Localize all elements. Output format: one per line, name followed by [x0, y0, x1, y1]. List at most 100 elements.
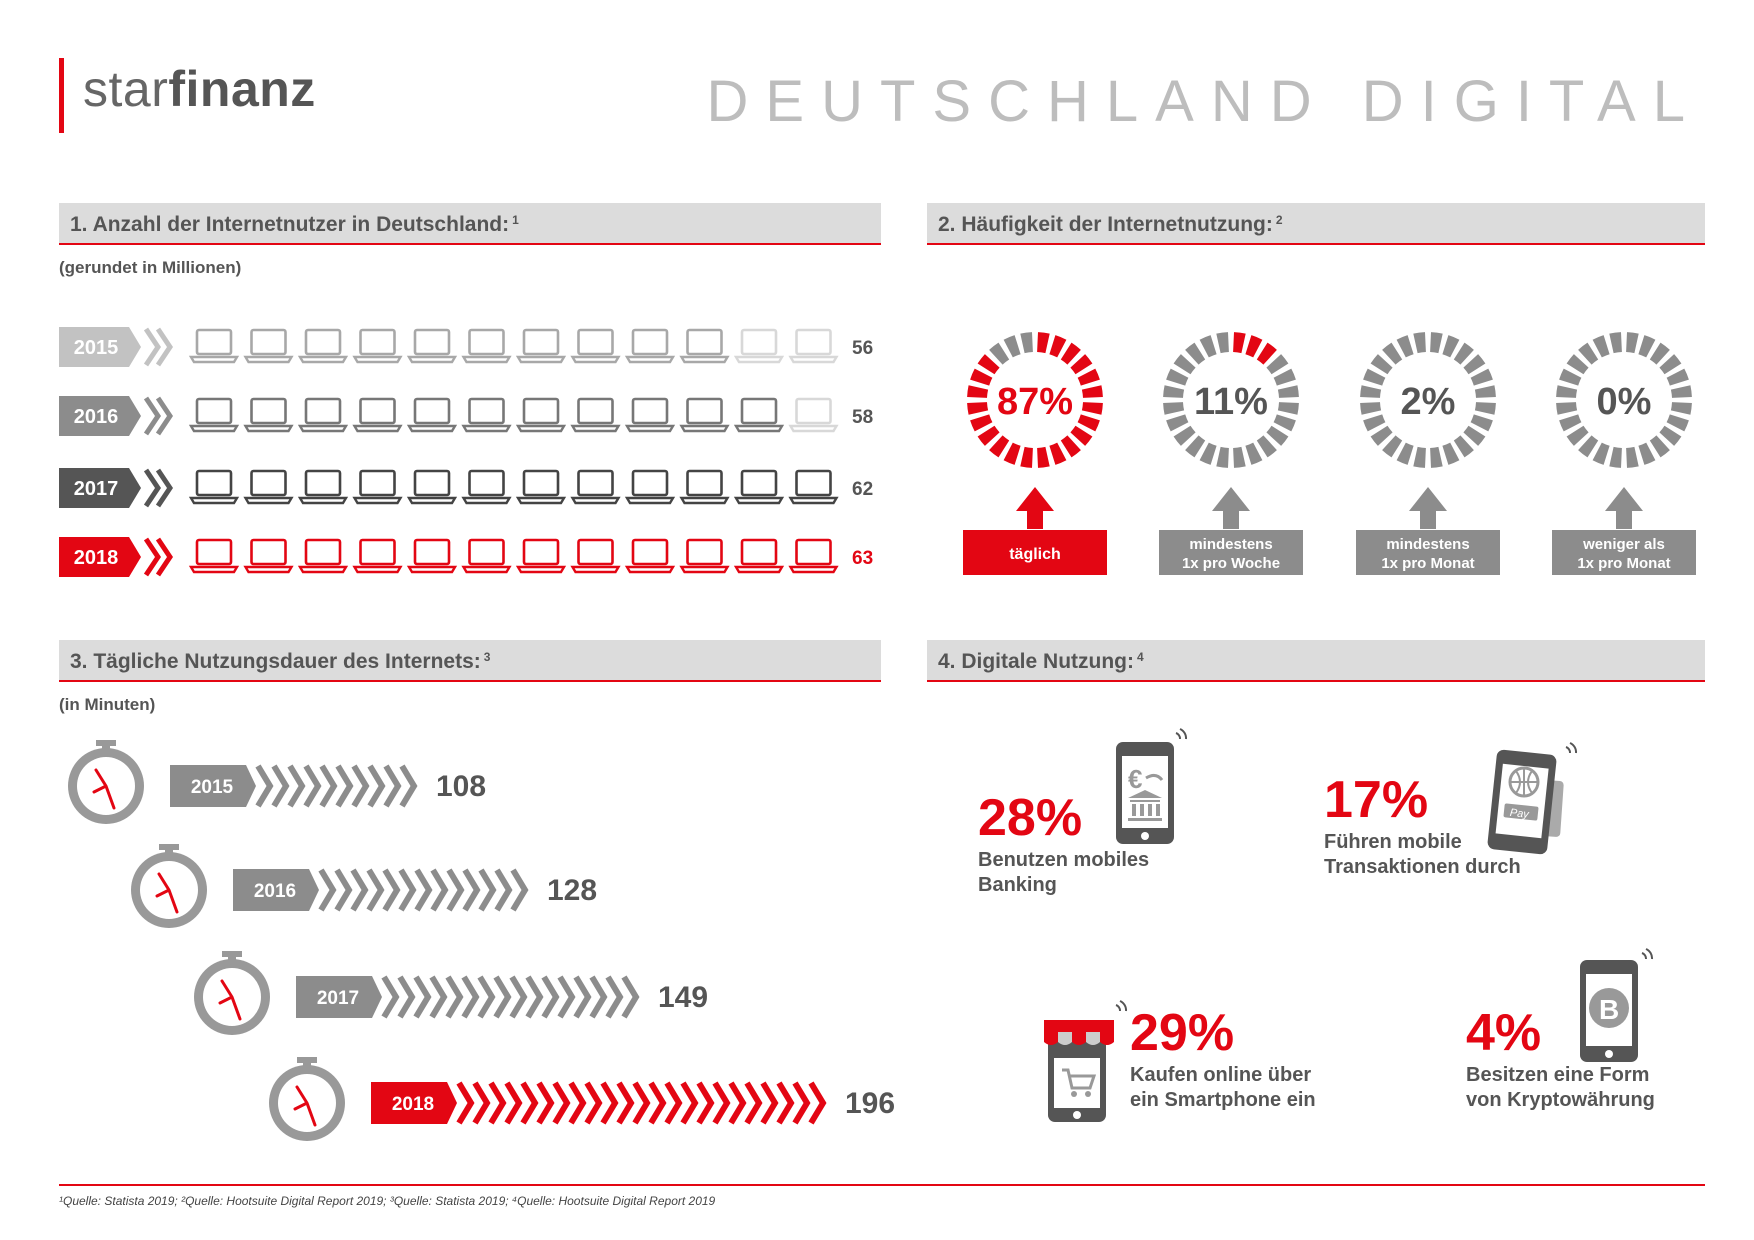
chevron-icon: [456, 1081, 475, 1125]
year-tag: [170, 765, 256, 807]
frequency-label-box: [1552, 530, 1696, 575]
logo: starfinanz: [83, 61, 316, 117]
mobile-banking-icon: €: [1116, 728, 1188, 844]
ring-segment: [1037, 446, 1050, 468]
chevron-icon: [413, 975, 432, 1019]
ring-segment: [1363, 414, 1386, 432]
chevron-icon: [350, 868, 369, 912]
laptop-icon: [679, 538, 730, 574]
ring-segment: [1638, 335, 1656, 358]
frequency-label: mindestens: [1386, 536, 1469, 553]
ring-segment: [970, 368, 993, 386]
chevron-icon: [509, 975, 528, 1019]
chevron-icon: [143, 537, 162, 577]
svg-text:€: €: [1128, 764, 1142, 794]
laptop-icon: [243, 469, 294, 505]
ring-segment: [1077, 414, 1100, 432]
ring-segment: [1453, 342, 1474, 365]
laptop-icon: [570, 397, 621, 433]
ring-segment: [1020, 446, 1033, 468]
frequency-label: 1x pro Woche: [1182, 555, 1280, 572]
stat-mobile-transactions: 17% Führen mobile Transaktionen durch: [1324, 770, 1521, 880]
laptop-icon: [515, 328, 567, 364]
chevron-icon: [462, 868, 481, 912]
ring-segment: [1060, 435, 1081, 458]
section4-header: 4. Digitale Nutzung: 4: [927, 640, 1705, 682]
ring-segment: [1173, 425, 1196, 446]
ring-segment: [1670, 385, 1692, 398]
internet-users-chart: 2015 56 2016 58 2017 62 2018 63: [59, 327, 873, 577]
svg-text:B: B: [1599, 994, 1619, 1025]
ring-segment: [1360, 385, 1382, 398]
stat-crypto: 4% Besitzen eine Form von Kryptowährung: [1466, 1003, 1655, 1113]
laptop-icon: [243, 397, 294, 433]
ring-segment: [1396, 335, 1414, 358]
ring-segment: [1245, 442, 1263, 465]
ring-segment: [1578, 435, 1599, 458]
frequency-label-box: [1159, 530, 1303, 575]
section1-title: 1. Anzahl der Internetnutzer in Deutschl…: [70, 213, 519, 236]
laptop-icon: [297, 469, 349, 505]
laptop-icon: [624, 328, 676, 364]
ring-segment: [989, 435, 1010, 458]
laptop-icon: [188, 328, 240, 364]
arrow-up-icon: [1212, 487, 1250, 529]
duration-row-2018: 2018 196: [269, 1057, 895, 1141]
laptop-icon: [788, 469, 839, 505]
chevron-icon: [744, 1081, 763, 1125]
ring-segment: [1370, 425, 1393, 446]
laptop-icon: [352, 538, 403, 574]
year-tag: [59, 468, 141, 508]
ring-segment: [1216, 446, 1229, 468]
ring-segment: [1666, 368, 1689, 386]
duration-row-2017: 2017 149: [194, 951, 708, 1035]
ring-segment: [1277, 402, 1299, 415]
frequency-label: mindestens: [1189, 536, 1272, 553]
chevron-icon: [445, 975, 464, 1019]
laptop-icon: [515, 397, 567, 433]
laptop-icon: [352, 397, 403, 433]
chevron-icon: [605, 975, 624, 1019]
frequency-label-box: [963, 530, 1107, 575]
ring-segment: [1216, 332, 1229, 354]
chevron-icon: [271, 764, 290, 808]
ring-segment: [977, 425, 1000, 446]
laptop-icon: [733, 469, 785, 505]
ring-segment: [1037, 332, 1050, 354]
laptop-icon: [297, 538, 349, 574]
chevron-icon: [335, 764, 354, 808]
stat-label: Führen mobile Transaktionen durch: [1324, 831, 1521, 878]
ring-segment: [1163, 385, 1185, 398]
laptop-icon: [297, 397, 349, 433]
ring-segment: [1609, 332, 1622, 354]
footer-divider: [59, 1184, 1705, 1186]
usage-frequency-chart: 87% täglich 11% mindestens 1x pro Woche 2% min…: [963, 332, 1696, 575]
chevron-icon: [520, 1081, 539, 1125]
ring-segment: [1413, 332, 1426, 354]
ring-segment: [1649, 342, 1670, 365]
mobile-pay-icon: Pay: [1487, 742, 1578, 855]
ring-segment: [1463, 354, 1486, 375]
chevron-icon: [414, 868, 433, 912]
laptop-icon: [352, 328, 403, 364]
laptop-icon: [679, 469, 730, 505]
ring-segment: [1363, 368, 1386, 386]
section3-header: 3. Tägliche Nutzungsdauer des Internets:…: [59, 640, 881, 682]
ring-segment: [1077, 368, 1100, 386]
chevron-icon: [155, 327, 174, 367]
ring-segment: [1463, 425, 1486, 446]
stat-value: 17%: [1324, 771, 1429, 829]
logo-accent-bar: [59, 58, 64, 133]
chevron-icon: [510, 868, 529, 912]
year-label: 2015: [191, 777, 234, 798]
ring-segment: [1256, 435, 1277, 458]
duration-value: 108: [436, 770, 486, 803]
section2-title: 2. Häufigkeit der Internetnutzung: 2: [938, 213, 1283, 236]
laptop-icon: [624, 538, 676, 574]
ring-segment: [1070, 354, 1093, 375]
ring-segment: [967, 385, 989, 398]
stat-value: 4%: [1466, 1004, 1542, 1062]
chevron-icon: [493, 975, 512, 1019]
chevron-icon: [600, 1081, 619, 1125]
chevron-icon: [648, 1081, 667, 1125]
